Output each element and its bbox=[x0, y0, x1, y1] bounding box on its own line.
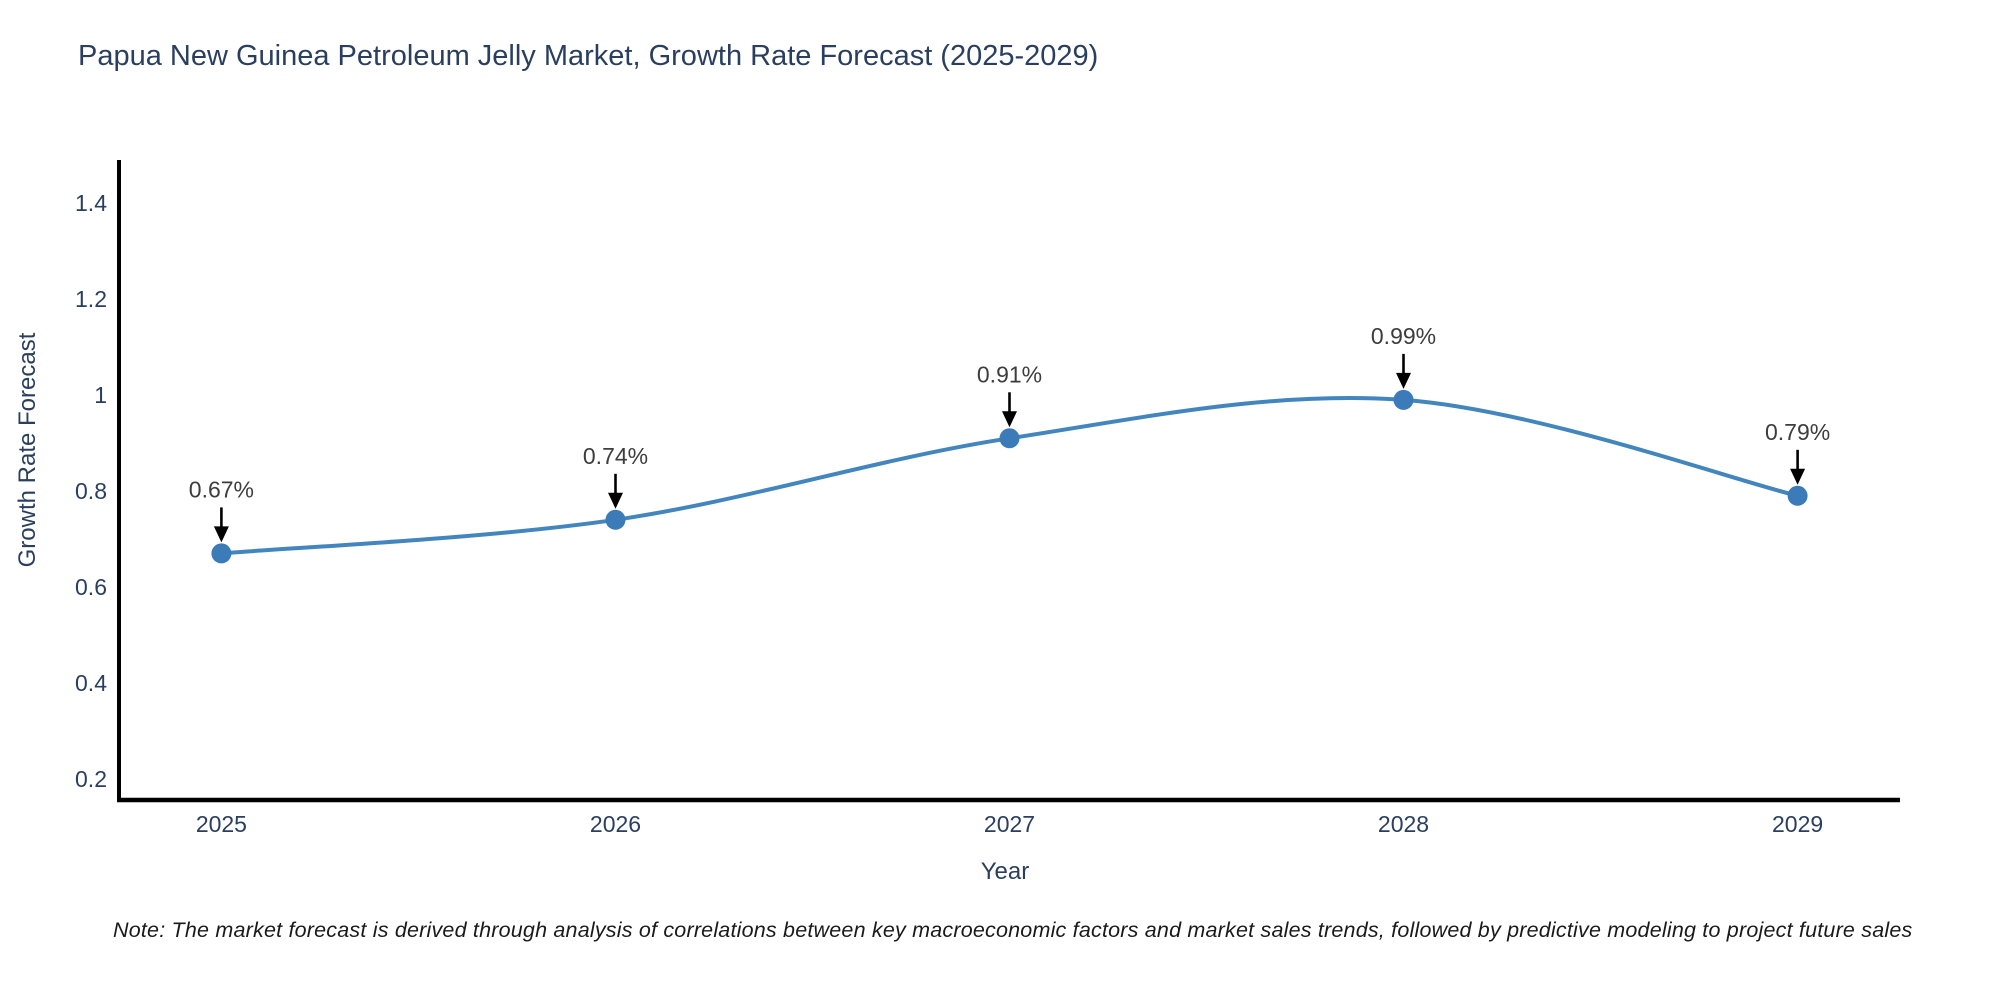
x-axis-label: Year bbox=[980, 858, 1030, 885]
data-point-marker[interactable] bbox=[1787, 485, 1808, 506]
data-point-marker[interactable] bbox=[211, 543, 232, 564]
annotation-label: 0.67% bbox=[189, 476, 254, 502]
annotation-arrowhead bbox=[1396, 372, 1411, 389]
data-point-marker[interactable] bbox=[999, 428, 1020, 449]
annotation-label: 0.99% bbox=[1371, 323, 1436, 349]
x-tick-label: 2027 bbox=[984, 811, 1035, 837]
annotation-arrowhead bbox=[213, 526, 229, 543]
y-tick-label: 0.8 bbox=[75, 478, 107, 504]
x-tick-label: 2028 bbox=[1378, 811, 1429, 837]
annotation-label: 0.91% bbox=[977, 361, 1042, 387]
chart-title: Papua New Guinea Petroleum Jelly Market,… bbox=[78, 40, 1099, 72]
annotation-arrowhead bbox=[1790, 468, 1806, 485]
data-point-marker[interactable] bbox=[1393, 389, 1414, 410]
y-tick-label: 1.2 bbox=[75, 286, 107, 312]
y-tick-label: 0.2 bbox=[75, 766, 107, 792]
x-tick-label: 2026 bbox=[590, 811, 641, 837]
data-point-marker[interactable] bbox=[605, 509, 626, 530]
x-tick-label: 2029 bbox=[1772, 811, 1823, 837]
annotation-arrowhead bbox=[608, 492, 623, 509]
footnote: Note: The market forecast is derived thr… bbox=[113, 918, 1913, 942]
annotation-arrowhead bbox=[1002, 411, 1017, 428]
y-tick-label: 1.4 bbox=[75, 190, 107, 216]
y-tick-label: 1 bbox=[94, 382, 107, 408]
y-tick-label: 0.6 bbox=[75, 574, 107, 600]
annotation-label: 0.79% bbox=[1765, 419, 1830, 445]
y-tick-label: 0.4 bbox=[75, 670, 107, 696]
annotation-label: 0.74% bbox=[583, 443, 648, 469]
x-tick-label: 2025 bbox=[196, 811, 247, 837]
